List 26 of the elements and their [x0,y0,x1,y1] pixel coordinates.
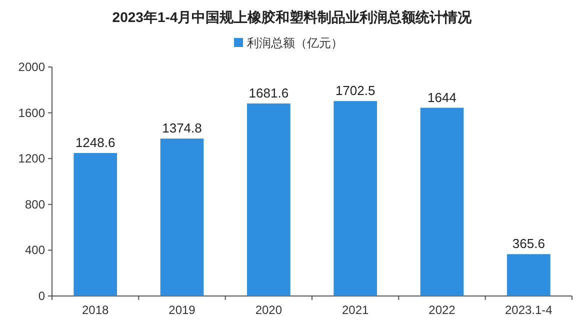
bar [420,108,464,296]
bar [247,103,290,296]
x-tick-label: 2019 [168,303,196,317]
y-tick-label: 1200 [18,152,46,166]
data-label: 365.6 [512,236,545,252]
data-label: 1644 [428,90,456,105]
y-tick-label: 800 [24,197,46,212]
x-tick-label: 2021 [342,303,370,317]
x-tick-label: 2020 [255,303,282,317]
bar [74,153,117,296]
y-tick-label: 0 [38,289,46,303]
chart-title: 2023年1-4月中国规上橡胶和塑料制品业利润总额统计情况 [112,9,473,25]
y-tick-label: 400 [24,243,46,258]
y-tick-label: 1600 [18,106,46,120]
bar [334,101,377,296]
data-label: 1681.6 [248,85,289,100]
legend-label: 利润总额（亿元） [247,36,343,50]
bar [507,254,550,296]
x-tick-label: 2023.1-4 [504,303,553,317]
data-label: 1702.5 [335,83,376,98]
data-label: 1248.6 [75,135,116,150]
x-tick-label: 2018 [82,303,110,317]
x-tick-label: 2022 [428,303,456,317]
y-tick-label: 2000 [18,60,46,74]
bar [160,138,204,296]
data-label: 1374.8 [162,120,202,136]
